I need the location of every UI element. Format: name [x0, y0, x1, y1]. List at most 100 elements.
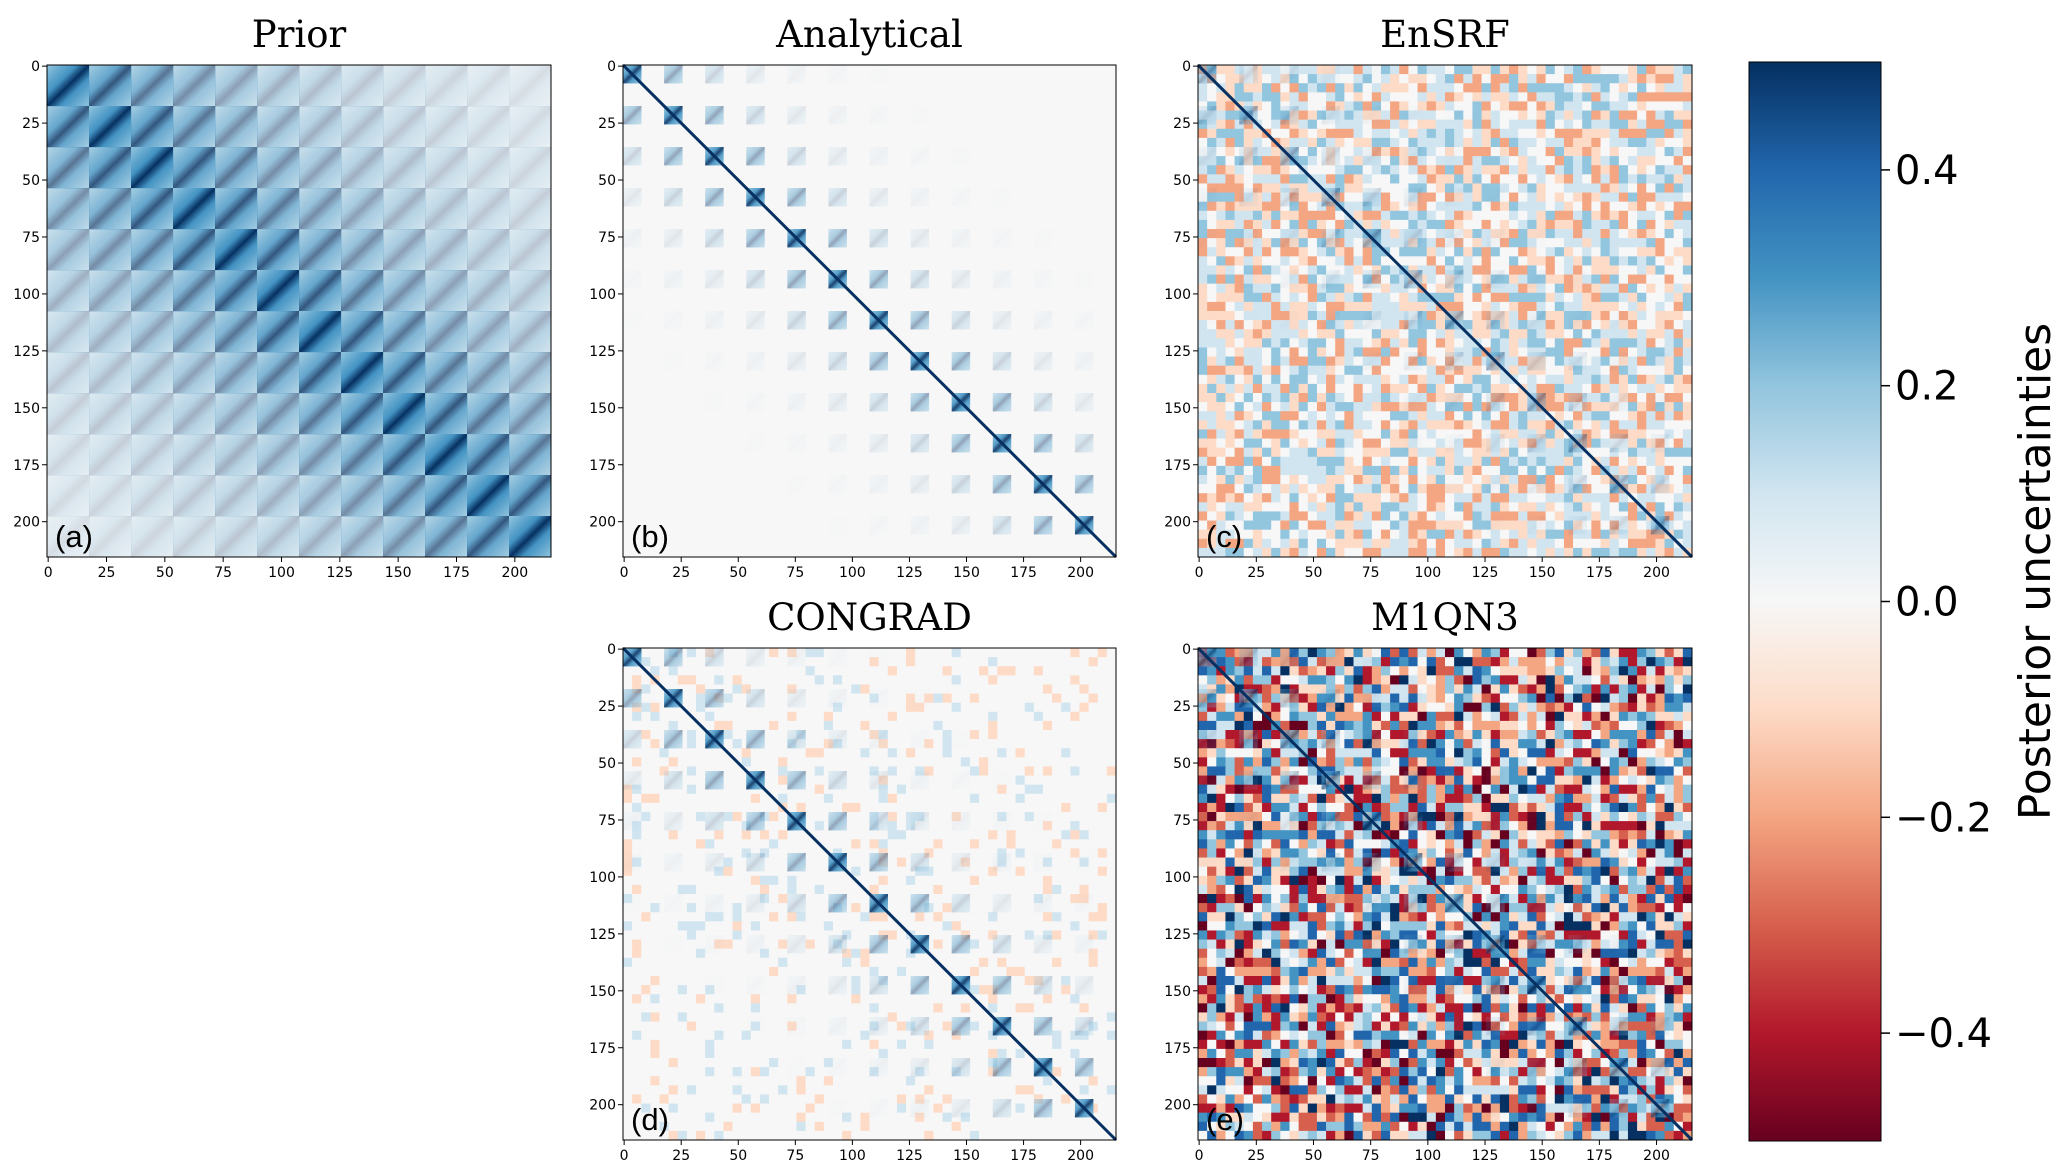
heatmap-texture — [1289, 374, 1299, 385]
heatmap-texture — [668, 720, 679, 731]
heatmap-texture — [860, 848, 870, 858]
heatmap-texture — [383, 106, 426, 148]
heatmap-texture — [1252, 256, 1263, 266]
heatmap-texture — [924, 739, 934, 749]
heatmap-texture — [1344, 128, 1354, 139]
heatmap-texture — [1481, 210, 1492, 221]
heatmap-texture — [215, 311, 258, 353]
heatmap-texture — [969, 693, 980, 703]
heatmap-texture — [1307, 429, 1318, 439]
heatmap-texture — [1198, 92, 1208, 102]
heatmap-texture — [933, 775, 943, 785]
heatmap-texture — [1207, 338, 1217, 348]
heatmap-texture — [1362, 475, 1373, 485]
heatmap-texture — [1070, 875, 1080, 886]
heatmap-texture — [997, 702, 1007, 713]
heatmap-texture — [341, 270, 384, 312]
heatmap-texture — [915, 875, 925, 886]
heatmap-texture — [1527, 201, 1537, 212]
heatmap-texture — [769, 912, 779, 922]
heatmap-texture — [814, 857, 825, 867]
heatmap-texture — [1618, 219, 1629, 230]
heatmap-texture — [896, 830, 907, 840]
heatmap-texture — [805, 903, 816, 913]
heatmap-texture — [1225, 311, 1235, 321]
heatmap-texture — [1280, 402, 1290, 412]
heatmap-texture — [1225, 256, 1235, 266]
heatmap-texture — [814, 739, 825, 749]
heatmap-texture — [1322, 434, 1341, 452]
heatmap-texture — [1435, 429, 1446, 439]
heatmap-texture — [1097, 739, 1108, 749]
heatmap-texture — [1637, 274, 1647, 284]
heatmap-texture — [1618, 192, 1629, 202]
heatmap-texture — [1563, 83, 1574, 93]
heatmap-texture — [887, 848, 898, 858]
heatmap-texture — [842, 648, 852, 658]
heatmap-texture — [1463, 283, 1473, 294]
heatmap-texture — [1554, 192, 1565, 202]
heatmap-texture — [814, 711, 825, 722]
heatmap-texture — [1554, 484, 1565, 494]
heatmap-texture — [1637, 511, 1647, 521]
heatmap-texture — [1353, 484, 1363, 494]
heatmap-texture — [969, 857, 980, 867]
heatmap-texture — [988, 757, 998, 767]
heatmap-texture — [705, 229, 724, 248]
heatmap-texture — [1353, 128, 1363, 139]
heatmap-texture — [1198, 128, 1208, 139]
heatmap-texture — [659, 757, 669, 767]
heatmap-texture — [1600, 538, 1610, 549]
heatmap-texture — [1024, 766, 1035, 776]
heatmap-texture — [1646, 420, 1656, 430]
heatmap-texture — [650, 720, 660, 731]
heatmap-texture — [1463, 447, 1473, 458]
heatmap-texture — [1353, 201, 1363, 212]
heatmap-texture — [860, 802, 870, 813]
heatmap-texture — [1243, 383, 1254, 394]
heatmap-texture — [951, 784, 962, 795]
heatmap-texture — [1499, 511, 1510, 521]
heatmap-texture — [1079, 830, 1089, 840]
heatmap-texture — [1673, 238, 1684, 248]
heatmap-texture — [1326, 256, 1336, 266]
heatmap-texture — [1252, 374, 1263, 385]
heatmap-texture — [131, 516, 174, 558]
heatmap-texture — [1435, 311, 1446, 321]
heatmap-texture — [796, 720, 806, 731]
heatmap-texture — [1591, 520, 1601, 530]
heatmap-texture — [951, 475, 971, 494]
heatmap-texture — [933, 730, 943, 740]
heatmap-texture — [1033, 352, 1053, 371]
heatmap-texture — [1563, 292, 1574, 303]
heatmap-texture — [1609, 456, 1620, 467]
heatmap-texture — [1289, 301, 1299, 312]
heatmap-texture — [696, 748, 706, 758]
heatmap-texture — [1627, 92, 1638, 102]
heatmap-texture — [906, 793, 916, 804]
heatmap-texture — [1380, 292, 1391, 303]
heatmap-texture — [1518, 174, 1528, 184]
heatmap-texture — [969, 884, 980, 895]
heatmap-texture — [1545, 192, 1556, 202]
heatmap-texture — [1426, 365, 1437, 376]
heatmap-texture — [823, 875, 834, 886]
heatmap-texture — [1627, 128, 1638, 139]
heatmap-texture — [1682, 529, 1693, 540]
heatmap-texture — [1371, 438, 1382, 448]
heatmap-texture — [1234, 283, 1245, 294]
heatmap-texture — [1445, 383, 1455, 394]
heatmap-texture — [960, 784, 971, 795]
heatmap-texture — [1673, 65, 1684, 75]
heatmap-texture — [832, 657, 843, 667]
heatmap-texture — [1554, 311, 1565, 321]
heatmap-texture — [1600, 219, 1610, 230]
heatmap-texture — [1509, 137, 1519, 148]
heatmap-texture — [1637, 347, 1647, 357]
heatmap-texture — [1298, 119, 1309, 130]
heatmap-texture — [696, 903, 706, 913]
heatmap-texture — [1509, 156, 1519, 166]
heatmap-texture — [1316, 402, 1327, 412]
heatmap-texture — [1353, 101, 1363, 111]
heatmap-texture — [1234, 210, 1245, 221]
